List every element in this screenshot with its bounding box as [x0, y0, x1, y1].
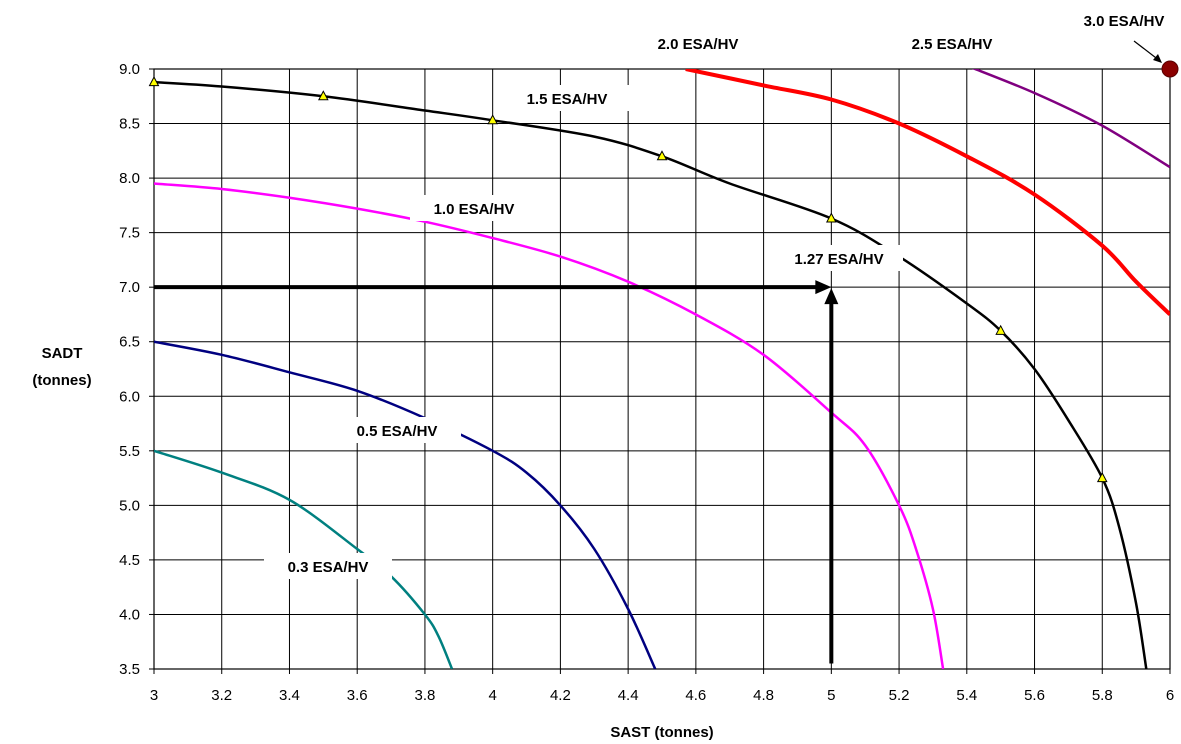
tick-labels: 3 3.2 3.4 3.6 3.8 4 4.2 4.4 4.6 4.8 5 5.2 5.4 5.6 5.8 6… — [119, 61, 1174, 704]
label-2-5-esa: 2.5 ESA/HV — [912, 36, 993, 53]
x-tick-label: 3.6 — [347, 687, 368, 704]
triangle-marker — [1096, 472, 1108, 483]
label-1-27-esa-bg — [775, 245, 903, 271]
y-tick-label: 6.5 — [119, 334, 140, 351]
y-tick-label: 6.0 — [119, 388, 140, 405]
y-tick-label: 4.0 — [119, 606, 140, 623]
x-tick-label: 5 — [827, 687, 835, 704]
x-tick-label: 4.6 — [685, 687, 706, 704]
y-tick-label: 7.0 — [119, 279, 140, 296]
label-1-5-esa-bg — [503, 85, 631, 111]
series-line-25 — [971, 69, 1170, 169]
x-tick-label: 6 — [1166, 687, 1174, 704]
plot-border — [153, 68, 1171, 670]
label-0-5-esa: 0.5 ESA/HV — [357, 423, 438, 440]
label-1-5-esa: 1.5 ESA/HV — [527, 91, 608, 108]
point-3-0-esa — [1161, 60, 1179, 78]
triangle-marker — [995, 324, 1006, 335]
label-3-0-esa: 3.0 ESA/HV — [1084, 13, 1165, 30]
label-1-0-esa-bg — [410, 195, 538, 221]
label-1-27-esa: 1.27 ESA/HV — [794, 251, 883, 268]
curve-labels: 0.3 ESA/HV 0.5 ESA/HV 1.0 ESA/HV 1.5 ESA/HV… — [264, 13, 1164, 579]
x-tick-label: 4 — [488, 687, 496, 704]
x-tick-label: 5.4 — [956, 687, 977, 704]
x-tick-label: 4.4 — [618, 687, 639, 704]
callout-head — [1153, 54, 1162, 63]
label-2-0-esa: 2.0 ESA/HV — [658, 36, 739, 53]
x-tick-label: 5.6 — [1024, 687, 1045, 704]
x-tick-label: 3 — [150, 687, 158, 704]
y-tick-label: 3.5 — [119, 661, 140, 678]
y-axis-title-line1: SADT — [42, 345, 83, 362]
label-0-3-esa: 0.3 ESA/HV — [288, 559, 369, 576]
label-0-3-esa-bg — [264, 553, 392, 579]
vertical-arrow-head — [824, 288, 839, 305]
x-axis-title: SAST (tonnes) — [610, 724, 713, 741]
series-line-20 — [685, 69, 1170, 316]
triangle-marker — [148, 76, 160, 87]
label-1-0-esa: 1.0 ESA/HV — [434, 201, 515, 218]
y-tick-label: 7.5 — [119, 225, 140, 242]
y-tick-label: 5.0 — [119, 497, 140, 514]
y-tick-label: 8.5 — [119, 116, 140, 133]
label-0-5-esa-bg — [333, 417, 461, 443]
series-line-05 — [154, 340, 657, 669]
triangle-marker — [318, 90, 329, 101]
x-tick-label: 3.2 — [211, 687, 232, 704]
x-tick-label: 5.2 — [889, 687, 910, 704]
interpolation-arrows — [154, 40, 1162, 664]
x-tick-label: 4.8 — [753, 687, 774, 704]
y-axis-title-line2: (tonnes) — [32, 372, 91, 389]
y-tick-label: 5.5 — [119, 443, 140, 460]
markers — [148, 60, 1179, 483]
triangle-marker — [826, 212, 837, 223]
x-tick-label: 3.8 — [415, 687, 436, 704]
triangle-marker — [487, 114, 498, 125]
y-tick-label: 8.0 — [119, 170, 140, 187]
horizontal-arrow-head — [815, 280, 832, 295]
y-tick-label: 9.0 — [119, 61, 140, 78]
x-tick-label: 3.4 — [279, 687, 300, 704]
triangle-marker — [656, 150, 668, 161]
y-tick-label: 4.5 — [119, 552, 140, 569]
series-line-10 — [154, 182, 945, 669]
x-tick-label: 5.8 — [1092, 687, 1113, 704]
x-tick-label: 4.2 — [550, 687, 571, 704]
